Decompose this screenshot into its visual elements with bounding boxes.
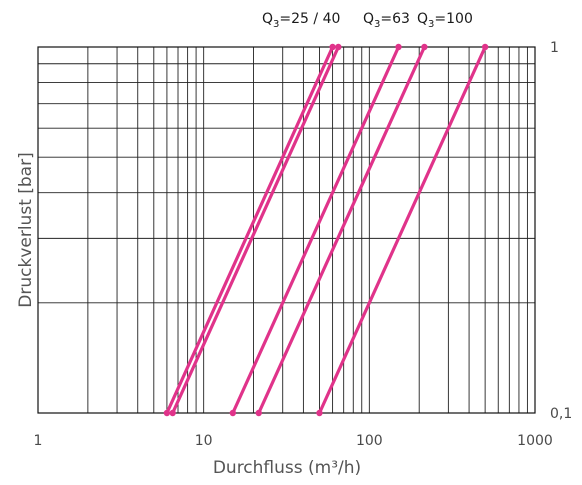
series-label-2: Q3=63 bbox=[363, 11, 410, 30]
series-5-point-1 bbox=[316, 409, 323, 417]
series-lines bbox=[163, 43, 489, 417]
series-4-point-1 bbox=[255, 409, 262, 417]
series-4-point-2 bbox=[421, 43, 428, 51]
y-axis-title: Druckverlust [bar] bbox=[16, 152, 36, 307]
series-1-point-2 bbox=[329, 43, 336, 51]
series-1-point-1 bbox=[163, 409, 171, 417]
x-tick-label: 10 bbox=[195, 433, 213, 449]
y-tick-label: 0,1 bbox=[550, 406, 572, 422]
x-tick-label: 100 bbox=[356, 433, 383, 449]
series-line-3 bbox=[231, 45, 401, 415]
series-2-point-1 bbox=[169, 409, 176, 417]
series-line-1 bbox=[165, 45, 335, 415]
series-label-1: Q3=25 / 40 bbox=[262, 11, 340, 30]
x-tick-label: 1000 bbox=[517, 433, 553, 449]
x-axis-title: Durchfluss (m³/h) bbox=[213, 458, 361, 478]
series-5-point-2 bbox=[481, 43, 489, 51]
plot-frame bbox=[37, 46, 536, 414]
y-tick-label: 1 bbox=[550, 40, 559, 56]
grid bbox=[37, 47, 535, 414]
series-line-5 bbox=[317, 45, 487, 415]
series-label-3: Q3=100 bbox=[417, 11, 473, 30]
series-line-2 bbox=[171, 45, 340, 415]
x-tick-label: 1 bbox=[34, 433, 43, 449]
series-3-point-1 bbox=[229, 409, 237, 417]
series-3-point-2 bbox=[395, 43, 402, 51]
series-line-4 bbox=[257, 45, 427, 415]
y-tick-labels: 0,11 bbox=[550, 40, 572, 422]
x-tick-labels: 1 10 100 1000 bbox=[34, 433, 553, 449]
series-labels: Q3=25 / 40 Q3=63 Q3=100 bbox=[262, 11, 473, 30]
series-2-point-2 bbox=[335, 43, 342, 51]
